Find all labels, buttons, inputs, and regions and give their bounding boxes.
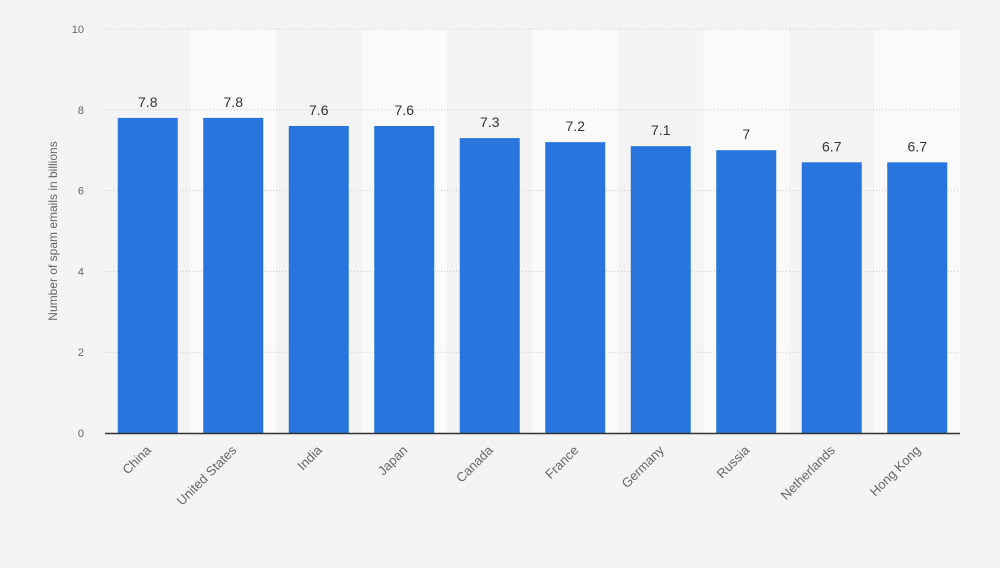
x-tick-label: Russia — [714, 442, 753, 481]
bar-value-label: 7.1 — [651, 122, 671, 138]
y-tick-label: 4 — [78, 266, 84, 278]
y-axis-ticks: 0 2 4 6 8 10 — [72, 24, 84, 440]
bar-value-label: 7.8 — [138, 94, 158, 110]
x-tick-label: Canada — [453, 442, 496, 485]
x-tick-label: France — [542, 443, 581, 482]
x-tick-label: Netherlands — [778, 442, 839, 503]
y-tick-label: 6 — [78, 186, 84, 198]
x-tick-label: Japan — [375, 443, 411, 479]
bar — [716, 150, 777, 433]
bar — [545, 142, 606, 433]
y-axis-title: Number of spam emails in billions — [46, 141, 60, 320]
bar — [203, 117, 264, 433]
bar-value-label: 7.6 — [395, 102, 415, 118]
x-tick-label: Germany — [618, 442, 667, 491]
bar-value-label: 7.6 — [309, 102, 329, 118]
bar — [459, 138, 520, 433]
bar — [887, 162, 948, 433]
bar-value-label: 7.2 — [566, 118, 586, 134]
data-labels: 7.8 7.8 7.6 7.6 7.3 7.2 7.1 7 6.7 6.7 — [138, 94, 927, 154]
bar-value-label: 7.8 — [224, 94, 244, 110]
bar-value-label: 6.7 — [908, 138, 928, 154]
x-tick-label: United States — [174, 442, 240, 508]
y-tick-label: 2 — [78, 347, 84, 359]
x-tick-label: Hong Kong — [867, 443, 924, 500]
bar-value-label: 7 — [742, 126, 750, 142]
x-tick-label: China — [119, 442, 154, 477]
bars — [117, 117, 948, 434]
y-tick-label: 0 — [78, 428, 84, 440]
x-tick-label: India — [294, 442, 325, 473]
bar — [801, 162, 862, 433]
y-tick-label: 10 — [72, 24, 84, 36]
bar — [288, 125, 349, 434]
bar-value-label: 6.7 — [822, 138, 842, 154]
bar — [630, 146, 691, 433]
bar — [374, 125, 435, 434]
x-axis-ticks: China United States India Japan Canada France… — [119, 442, 923, 508]
y-tick-label: 8 — [78, 105, 84, 117]
bar — [117, 117, 178, 433]
bar-value-label: 7.3 — [480, 114, 500, 130]
